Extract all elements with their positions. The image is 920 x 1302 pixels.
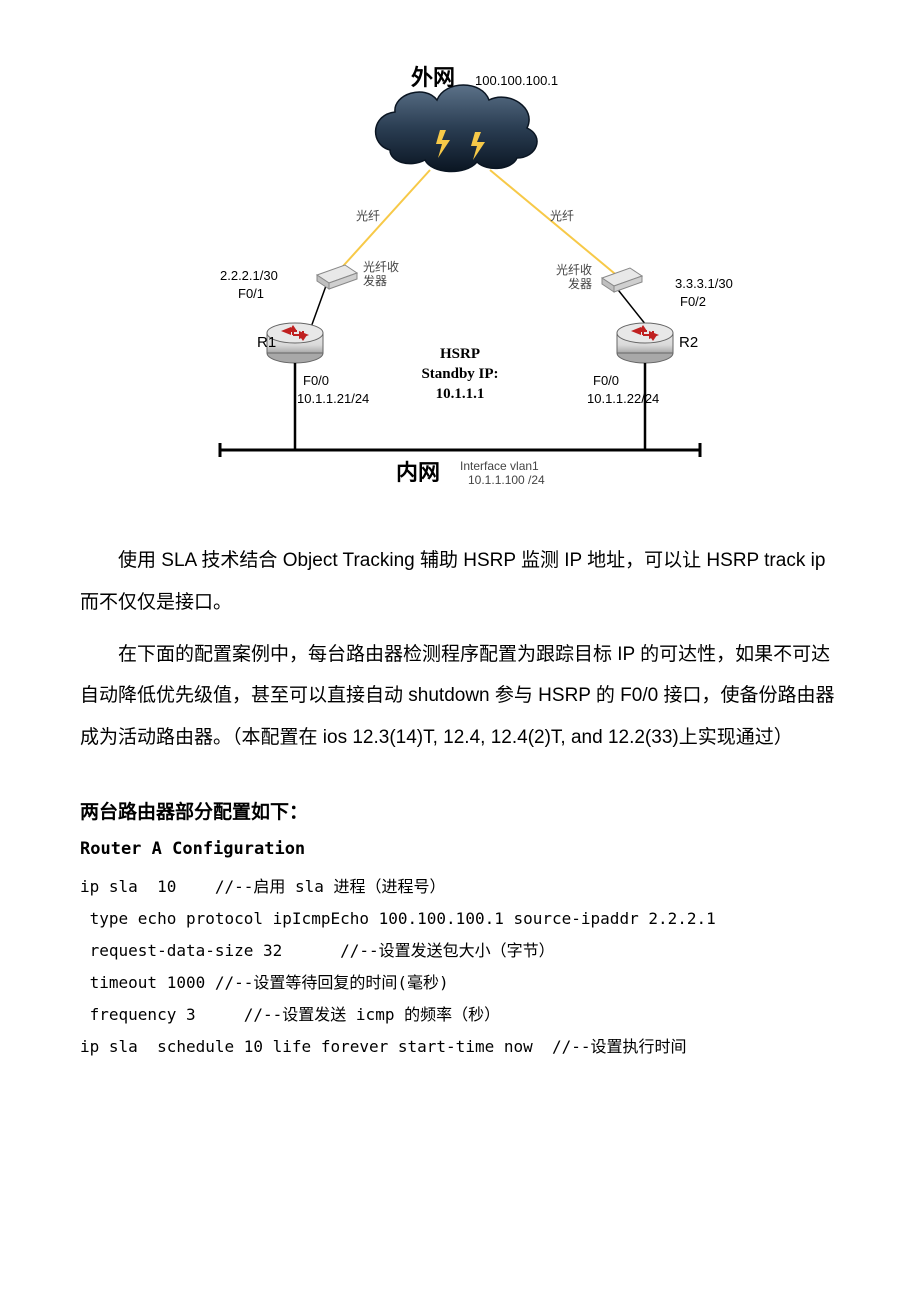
svg-text:2.2.2.1/30: 2.2.2.1/30 [220,268,278,283]
code-line: timeout 1000 //--设置等待回复的时间(毫秒) [80,967,840,999]
svg-text:10.1.1.100 /24: 10.1.1.100 /24 [468,473,545,487]
svg-text:100.100.100.1: 100.100.100.1 [475,73,558,88]
network-diagram: 外网100.100.100.1光纤光纤光纤收发器光纤收发器R1R22.2.2.1… [80,60,840,500]
svg-text:F0/0: F0/0 [303,373,329,388]
paragraph-2: 在下面的配置案例中，每台路由器检测程序配置为跟踪目标 IP 的可达性，如果不可达… [80,634,840,759]
router-a-config-code: ip sla 10 //--启用 sla 进程（进程号） type echo p… [80,871,840,1063]
paragraph-1: 使用 SLA 技术结合 Object Tracking 辅助 HSRP 监测 I… [80,540,840,624]
svg-text:Interface vlan1: Interface vlan1 [460,459,539,473]
svg-text:光纤收: 光纤收 [363,260,399,274]
svg-text:发器: 发器 [568,276,592,291]
svg-text:R1: R1 [257,334,276,351]
code-line: request-data-size 32 //--设置发送包大小（字节） [80,935,840,967]
svg-text:光纤: 光纤 [356,209,380,223]
config-heading: 两台路由器部分配置如下： [80,799,840,828]
svg-text:R2: R2 [679,334,698,351]
svg-text:内网: 内网 [396,460,440,485]
svg-text:光纤收: 光纤收 [556,263,592,277]
svg-text:3.3.3.1/30: 3.3.3.1/30 [675,276,733,291]
svg-text:F0/2: F0/2 [680,294,706,309]
svg-text:HSRP: HSRP [440,346,480,362]
svg-text:光纤: 光纤 [550,209,574,223]
network-diagram-svg: 外网100.100.100.1光纤光纤光纤收发器光纤收发器R1R22.2.2.1… [180,60,740,500]
svg-text:F0/0: F0/0 [593,373,619,388]
svg-text:F0/1: F0/1 [238,286,264,301]
code-line: ip sla schedule 10 life forever start-ti… [80,1031,840,1063]
svg-text:10.1.1.22/24: 10.1.1.22/24 [587,391,659,406]
svg-text:外网: 外网 [411,65,455,90]
svg-text:Standby IP:: Standby IP: [421,366,498,382]
code-line: type echo protocol ipIcmpEcho 100.100.10… [80,903,840,935]
router-a-heading: Router A Configuration [80,837,840,863]
code-line: frequency 3 //--设置发送 icmp 的频率（秒） [80,999,840,1031]
svg-text:10.1.1.21/24: 10.1.1.21/24 [297,391,369,406]
cloud-icon [376,85,537,172]
svg-text:10.1.1.1: 10.1.1.1 [436,386,485,402]
svg-text:发器: 发器 [363,273,387,288]
code-line: ip sla 10 //--启用 sla 进程（进程号） [80,871,840,903]
